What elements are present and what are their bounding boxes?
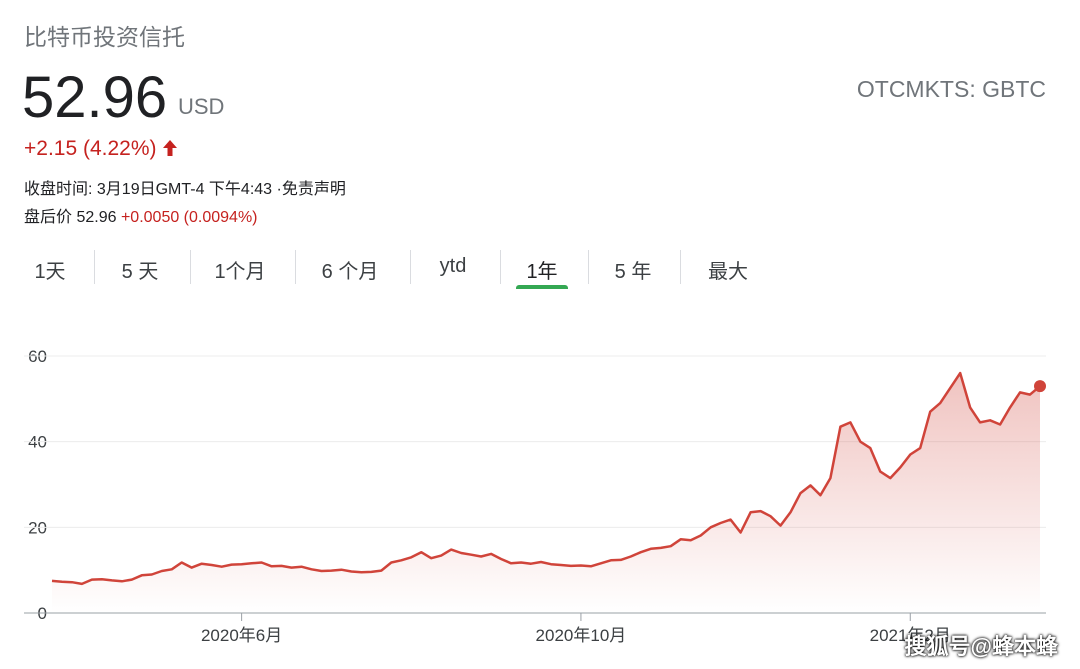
tab-separator <box>410 250 411 284</box>
tab[interactable]: 1年 <box>526 261 558 283</box>
last-point <box>1034 380 1046 393</box>
tab-underline <box>516 285 568 289</box>
title: 比特币投资信托 <box>24 24 185 50</box>
price-line <box>51 371 1041 586</box>
close-time: 收盘时间: 3月19日GMT-4 下午4:43 ·免责声明 <box>24 181 346 198</box>
watermark: 搜狐号@蜂本蜂 <box>904 634 1058 659</box>
tab-separator <box>295 250 296 284</box>
tab-separator <box>500 250 501 284</box>
change-text: +2.15 (4.22%) <box>24 137 157 160</box>
currency: USD <box>178 94 225 119</box>
tab[interactable]: ytd <box>439 255 467 277</box>
tab-separator <box>94 250 95 284</box>
tab[interactable]: 最大 <box>708 261 748 283</box>
x-tick-label: 2021年2月 <box>870 626 951 645</box>
tab-separator <box>190 250 191 284</box>
area <box>52 373 1040 613</box>
after-hours-label: 盘后价 52.96 <box>24 209 117 226</box>
tab[interactable]: 1天 <box>34 261 66 283</box>
price: 52.96 <box>22 65 168 130</box>
after-hours: 盘后价 52.96 +0.0050 (0.0094%) <box>24 203 258 227</box>
x-tick-label: 2020年6月 <box>201 626 282 645</box>
ticker: OTCMKTS: GBTC <box>856 76 1046 102</box>
tab[interactable]: 6 个月 <box>321 261 379 283</box>
x-tick-label: 2020年10月 <box>536 626 627 645</box>
tab-separator <box>588 250 589 284</box>
tab[interactable]: 1个月 <box>214 261 266 283</box>
change: +2.15 (4.22%) <box>24 137 178 161</box>
after-hours-change: +0.0050 (0.0094%) <box>120 209 258 226</box>
tab[interactable]: 5 天 <box>121 261 159 283</box>
tab[interactable]: 5 年 <box>614 261 652 283</box>
up-arrow <box>163 140 178 156</box>
tab-separator <box>680 250 681 284</box>
